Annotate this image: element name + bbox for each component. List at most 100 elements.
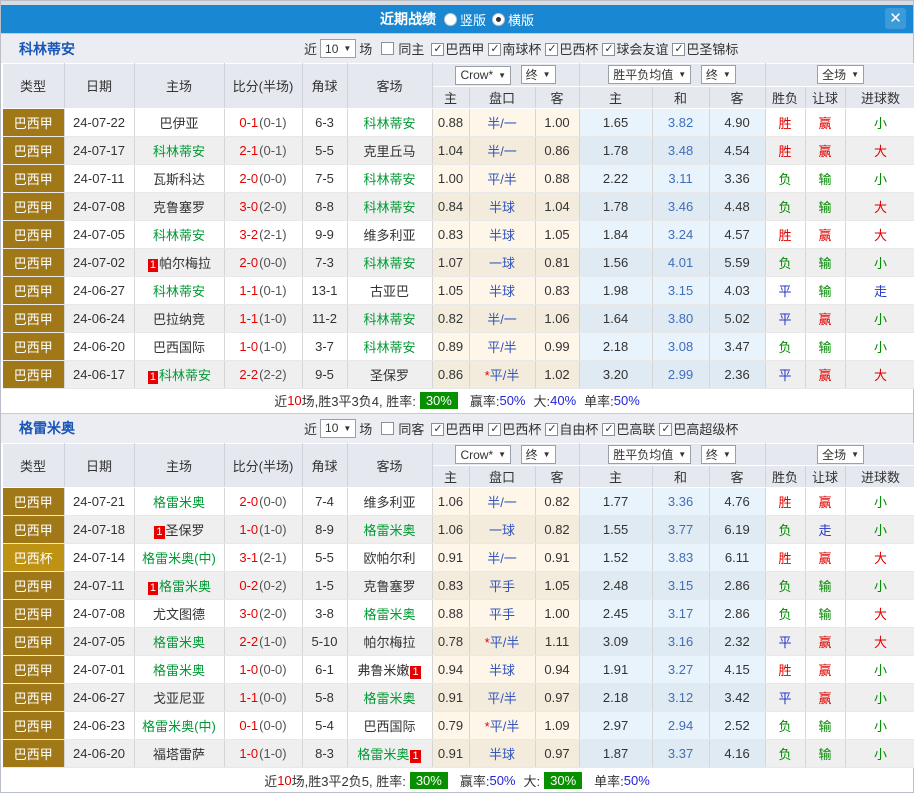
league-label: 巴高联 <box>616 421 656 437</box>
odds-stage-select[interactable]: 终 ▼ <box>520 65 556 84</box>
same-venue-label: 同主 <box>398 42 425 57</box>
team-name: 巴西国际 <box>152 339 205 355</box>
outcome-value: 赢 <box>818 227 832 243</box>
halftime-score: (0-2) <box>259 578 287 593</box>
outcome-value: 胜 <box>778 495 792 510</box>
summary-text: 近 <box>264 773 278 789</box>
outcome-value: 小 <box>874 171 888 187</box>
avg-odds: 5.59 <box>724 254 750 270</box>
results-table: 类型 日期 主场 比分(半场) 角球 客场 Crow* ▼ 终 ▼ 胜平负均值 ▼ 终… <box>1 442 914 768</box>
handicap-cell: 半球 <box>469 192 536 221</box>
league-filter: 南球杯 <box>484 42 541 57</box>
date-cell: 24-07-02 <box>64 248 135 277</box>
avg-type-select[interactable]: 胜平负均值 ▼ <box>608 65 692 85</box>
match-scope-select[interactable]: 全场 ▼ <box>817 444 864 464</box>
chevron-down-icon: ▼ <box>678 70 687 80</box>
league-checkbox[interactable] <box>431 42 445 56</box>
avg-odds: 4.90 <box>724 114 750 130</box>
avg-type-select[interactable]: 胜平负均值 ▼ <box>608 444 692 464</box>
odds-company-select[interactable]: Crow* ▼ <box>455 65 512 85</box>
outcome-value: 大 <box>874 199 888 215</box>
league-checkbox[interactable] <box>659 422 673 436</box>
avg-odds: 1.64 <box>602 310 629 326</box>
halftime-score: (1-0) <box>259 310 287 326</box>
league-checkbox[interactable] <box>545 422 559 436</box>
result-cell: 负 <box>765 248 806 277</box>
recent-count-select[interactable]: 10 ▼ <box>320 39 357 58</box>
odds-stage-select[interactable]: 终 ▼ <box>520 444 556 464</box>
league-type-cell: 巴西甲 <box>1 332 65 361</box>
summary-bar: 近 10 场,胜3平3负4, 胜率: 30% 赢率: 50% 大: 40% 单率: 50% <box>1 388 913 413</box>
league-checkbox[interactable] <box>488 42 502 56</box>
col-home: 主场 <box>133 442 225 488</box>
vertical-layout-label[interactable]: 竖版 <box>459 12 486 28</box>
avg-odds: 2.32 <box>724 634 750 649</box>
team-name: 科林蒂安 <box>363 255 416 271</box>
same-venue-checkbox[interactable] <box>381 421 395 435</box>
odds-group-header: Crow* ▼ 终 ▼ <box>431 442 580 466</box>
recent-count-select[interactable]: 10 ▼ <box>320 418 357 438</box>
away-odds-cell: 1.09 <box>535 711 580 740</box>
chevron-down-icon: ▼ <box>722 70 731 80</box>
summary-text: 场,胜3平3负4, 胜率: <box>301 394 416 409</box>
same-venue-checkbox[interactable] <box>381 42 395 55</box>
home-team-cell: 戈亚尼亚 <box>134 683 225 712</box>
league-type: 巴西甲 <box>13 115 53 131</box>
league-checkbox[interactable] <box>545 42 559 56</box>
league-checkbox[interactable] <box>602 422 616 436</box>
league-type: 巴西甲 <box>13 579 53 594</box>
avg-stage-select[interactable]: 终 ▼ <box>700 65 736 85</box>
corner-score: 11-2 <box>311 310 338 326</box>
league-checkbox[interactable] <box>602 42 616 56</box>
away-odds-cell: 1.04 <box>535 192 580 221</box>
handicap-cell: 一球 <box>469 248 536 277</box>
date-cell: 24-07-18 <box>64 515 135 544</box>
corner-score: 9-9 <box>315 226 334 242</box>
handicap-cell: 半/一 <box>469 543 536 572</box>
odds-company-select[interactable]: Crow* ▼ <box>455 445 512 464</box>
score-cell: 1-1(0-1) <box>224 276 303 305</box>
avg-away-cell: 6.19 <box>709 515 766 544</box>
league-checkbox[interactable] <box>672 42 686 56</box>
horizontal-layout-radio[interactable] <box>492 12 505 26</box>
match-row: 巴西甲 24-06-27 戈亚尼亚 1-1(0-0) 5-8 格雷米奥 0.91 平/半 0.9… <box>1 683 914 712</box>
date-cell: 24-06-17 <box>64 360 135 389</box>
home-team-cell: 瓦斯科达 <box>134 164 225 193</box>
chevron-down-icon: ▼ <box>343 44 352 53</box>
away-odds-cell: 0.88 <box>535 164 580 193</box>
goals-result-cell: 小 <box>845 164 914 193</box>
outcome-value: 走 <box>874 283 888 299</box>
league-type: 巴西甲 <box>13 523 53 538</box>
league-type-cell: 巴西甲 <box>1 627 65 656</box>
outcome-value: 走 <box>818 523 832 538</box>
close-icon[interactable]: ✕ <box>885 8 906 29</box>
col-odds-home: 主 <box>431 85 470 109</box>
corner-cell: 5-5 <box>302 543 348 572</box>
home-odds-cell: 0.86 <box>432 360 470 389</box>
avg-stage-select[interactable]: 终 ▼ <box>700 444 736 464</box>
goals-result-cell: 小 <box>845 248 914 277</box>
rank-badge: 1 <box>154 526 165 539</box>
score-cell: 0-2(0-2) <box>224 571 303 600</box>
league-type-cell: 巴西甲 <box>1 192 65 221</box>
handicap-cell: 半球 <box>469 739 536 768</box>
league-checkbox[interactable] <box>488 422 502 436</box>
summary-label: 赢率: <box>469 394 500 409</box>
vertical-layout-radio[interactable] <box>443 12 457 26</box>
home-team-cell: 福塔雷萨 <box>134 739 225 768</box>
league-checkbox[interactable] <box>431 422 445 436</box>
home-odds-cell: 1.05 <box>432 276 470 305</box>
outcome-value: 赢 <box>818 367 832 383</box>
score-cell: 1-0(1-0) <box>224 332 303 361</box>
filter-bar: 近 10 ▼ 场 同客 巴西甲 巴西杯 自由杯 巴高联 巴高超级杯 <box>301 418 738 438</box>
outcome-value: 输 <box>818 199 832 215</box>
col-result: 胜负 <box>764 85 806 109</box>
away-odds: 1.06 <box>544 310 570 326</box>
league-filter: 巴西杯 <box>541 42 598 57</box>
away-odds-cell: 0.97 <box>535 739 580 768</box>
avg-stage-value: 终 <box>705 68 718 83</box>
match-scope-select[interactable]: 全场 ▼ <box>817 65 864 85</box>
away-odds: 1.05 <box>544 578 570 593</box>
corner-score: 5-8 <box>315 690 334 705</box>
horizontal-layout-label[interactable]: 横版 <box>508 12 535 28</box>
